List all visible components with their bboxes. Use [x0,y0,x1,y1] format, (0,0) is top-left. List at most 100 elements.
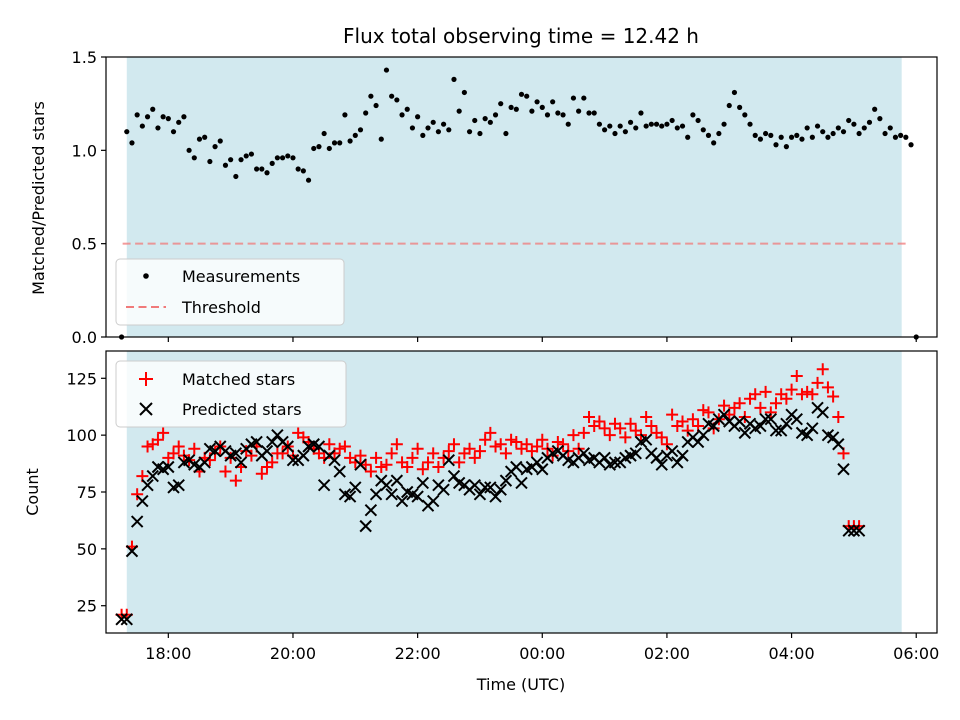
measurement-point [872,106,878,112]
measurement-point [711,140,717,146]
measurement-point [747,121,753,127]
measurement-point [825,134,831,140]
predicted-star-point [639,433,653,446]
measurement-point [461,89,467,96]
matched-star-point [375,460,388,473]
measurement-point [472,117,478,124]
measurement-point [591,110,597,116]
top-y-axis-label: Matched/Predicted stars [29,101,48,295]
predicted-star-point [738,426,752,440]
matched-star-point [832,410,845,423]
predicted-star-point [328,453,341,467]
measurement-point [274,155,280,161]
predicted-star-point [832,438,845,451]
predicted-stars-points [116,402,866,626]
matched-star-point [422,456,435,469]
matched-star-point [390,438,403,451]
measurement-point [254,166,260,172]
measurement-point [487,119,493,125]
y-tick-label: 75 [77,483,97,502]
legend-measurements-marker [143,273,149,279]
measurement-point [768,132,774,138]
predicted-star-point [852,524,866,537]
measurement-point [368,93,374,99]
measurement-point [643,123,649,129]
measurement-point [721,121,727,127]
predicted-star-point [317,478,331,492]
measurement-point [498,101,504,107]
measurement-point [633,125,639,131]
predicted-star-point [655,458,668,471]
measurement-point [742,112,748,118]
predicted-star-point [146,469,159,483]
matched-star-point [686,413,699,426]
measurement-point [679,123,686,129]
measurement-point [690,112,696,118]
matched-star-point [151,433,164,446]
matched-star-point [733,397,746,410]
matched-star-point [447,438,460,451]
measurement-point [207,158,213,165]
measurement-point [176,119,182,125]
predicted-star-point [343,490,357,503]
predicted-star-point [468,478,481,492]
measurement-point [830,130,836,137]
predicted-star-point [536,463,549,476]
predicted-star-point [281,440,294,453]
measurement-point [451,76,457,82]
measurement-point [794,132,800,138]
measurement-point [165,116,171,122]
measurement-point [352,132,358,138]
predicted-star-point [390,474,404,487]
predicted-star-point [359,519,372,533]
measurement-point [866,119,873,125]
top-panel: 0.0 0.5 1.0 1.5 Flux total observing time =… [29,24,938,347]
predicted-star-point [141,478,154,492]
matched-star-point [785,383,798,396]
measurement-point [840,129,847,135]
measurement-point [576,108,582,114]
measurement-point [898,132,904,138]
bottom-legend: Matched stars Predicted stars [115,360,347,428]
predicted-star-point [847,524,861,537]
predicted-star-point [759,413,772,426]
bottom-y-ticks: 25 50 75 100 125 [66,369,106,616]
matched-star-point [790,370,803,383]
measurement-point [139,123,145,129]
predicted-star-point [671,456,684,469]
predicted-star-point [733,415,746,428]
matched-star-point [338,440,351,453]
predicted-star-point [774,424,788,437]
bottom-plot-frame [105,350,938,634]
predicted-star-point [349,481,362,494]
measurement-point [290,155,296,161]
matched-star-point [749,388,762,401]
measurement-point [638,110,644,116]
x-tick-label: 02:00 [644,644,690,663]
matched-star-point [718,399,731,412]
measurement-point [233,173,239,180]
predicted-star-point [790,413,803,426]
measurement-point [337,140,343,146]
matched-star-point [370,451,383,464]
predicted-star-point [484,481,497,494]
measurement-point [726,102,732,109]
measurement-point [425,125,431,131]
matched-star-point [172,440,185,453]
measurement-point [882,130,888,137]
measurement-point [737,104,743,110]
predicted-star-point [172,478,185,492]
measurement-point [383,67,390,73]
measurement-point [731,89,738,96]
measurement-point [799,136,805,142]
measurement-point [892,134,899,140]
top-y-ticks: 0.0 0.5 1.0 1.5 [72,48,106,347]
predicted-star-point [265,435,279,449]
measurement-point [440,121,447,127]
measurement-point [415,114,421,120]
matched-star-point [510,435,523,448]
measurement-point [529,108,535,114]
matched-star-point [645,420,658,433]
matched-star-point [681,424,694,437]
predicted-star-point [234,456,248,469]
